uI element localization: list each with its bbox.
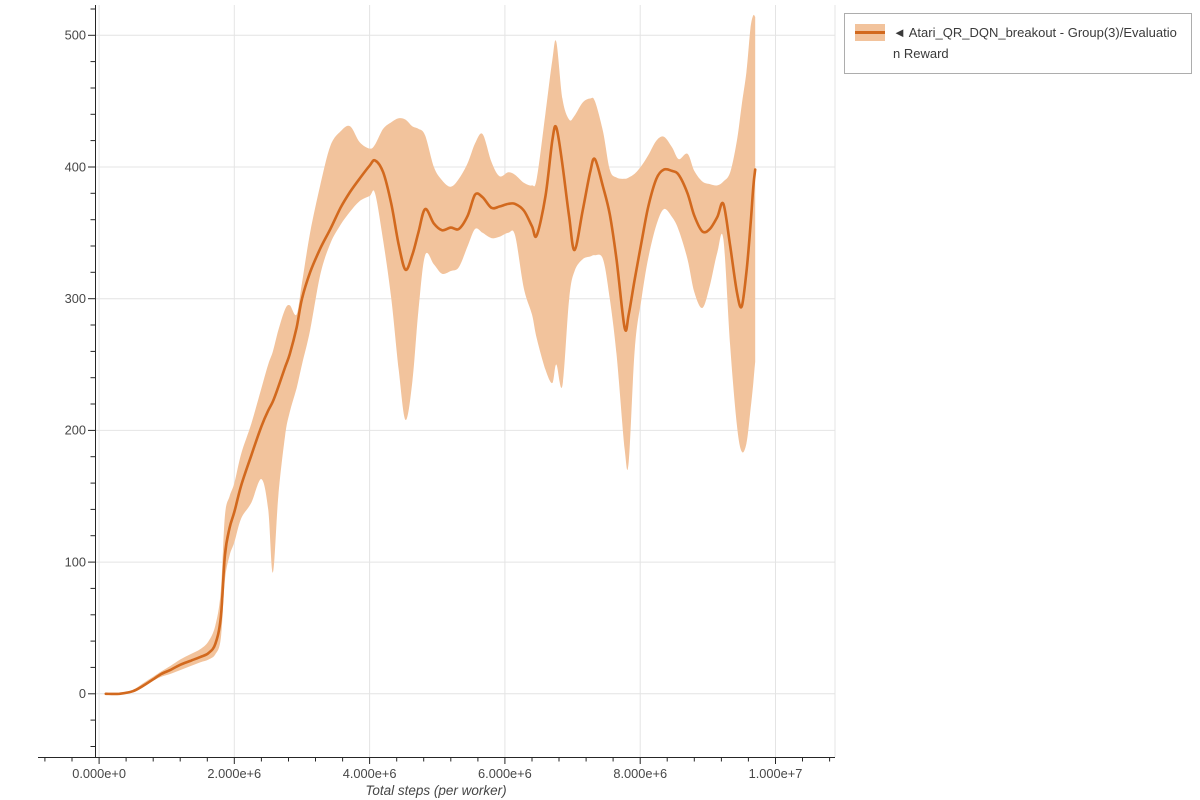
mean-line [104,124,757,696]
legend-label: ◄ Atari_QR_DQN_breakout - Group(3)/Evalu… [893,25,1177,61]
svg-text:500: 500 [65,28,86,43]
series-group [104,14,757,696]
svg-text:2.000e+6: 2.000e+6 [207,766,261,781]
confidence-band [105,14,756,695]
svg-text:6.000e+6: 6.000e+6 [478,766,532,781]
svg-text:4.000e+6: 4.000e+6 [343,766,397,781]
svg-text:200: 200 [65,423,86,438]
svg-text:0: 0 [79,686,86,701]
svg-text:1.000e+7: 1.000e+7 [749,766,803,781]
ticks [44,8,831,764]
legend-swatch-line [855,31,885,34]
svg-text:100: 100 [65,554,86,569]
svg-text:0.000e+0: 0.000e+0 [72,766,126,781]
svg-text:8.000e+6: 8.000e+6 [613,766,667,781]
x-axis-label: Total steps (per worker) [365,783,507,798]
svg-text:400: 400 [65,159,86,174]
y-tick-labels: 0 100 200 300 400 500 [65,28,86,701]
axes [38,5,835,758]
legend-entry[interactable]: ◄ Atari_QR_DQN_breakout - Group(3)/Evalu… [844,13,1192,74]
gridlines [95,5,836,757]
svg-text:300: 300 [65,291,86,306]
x-tick-labels: 0.000e+0 2.000e+6 4.000e+6 6.000e+6 8.000e+6… [72,766,802,781]
legend-swatch [855,24,885,41]
